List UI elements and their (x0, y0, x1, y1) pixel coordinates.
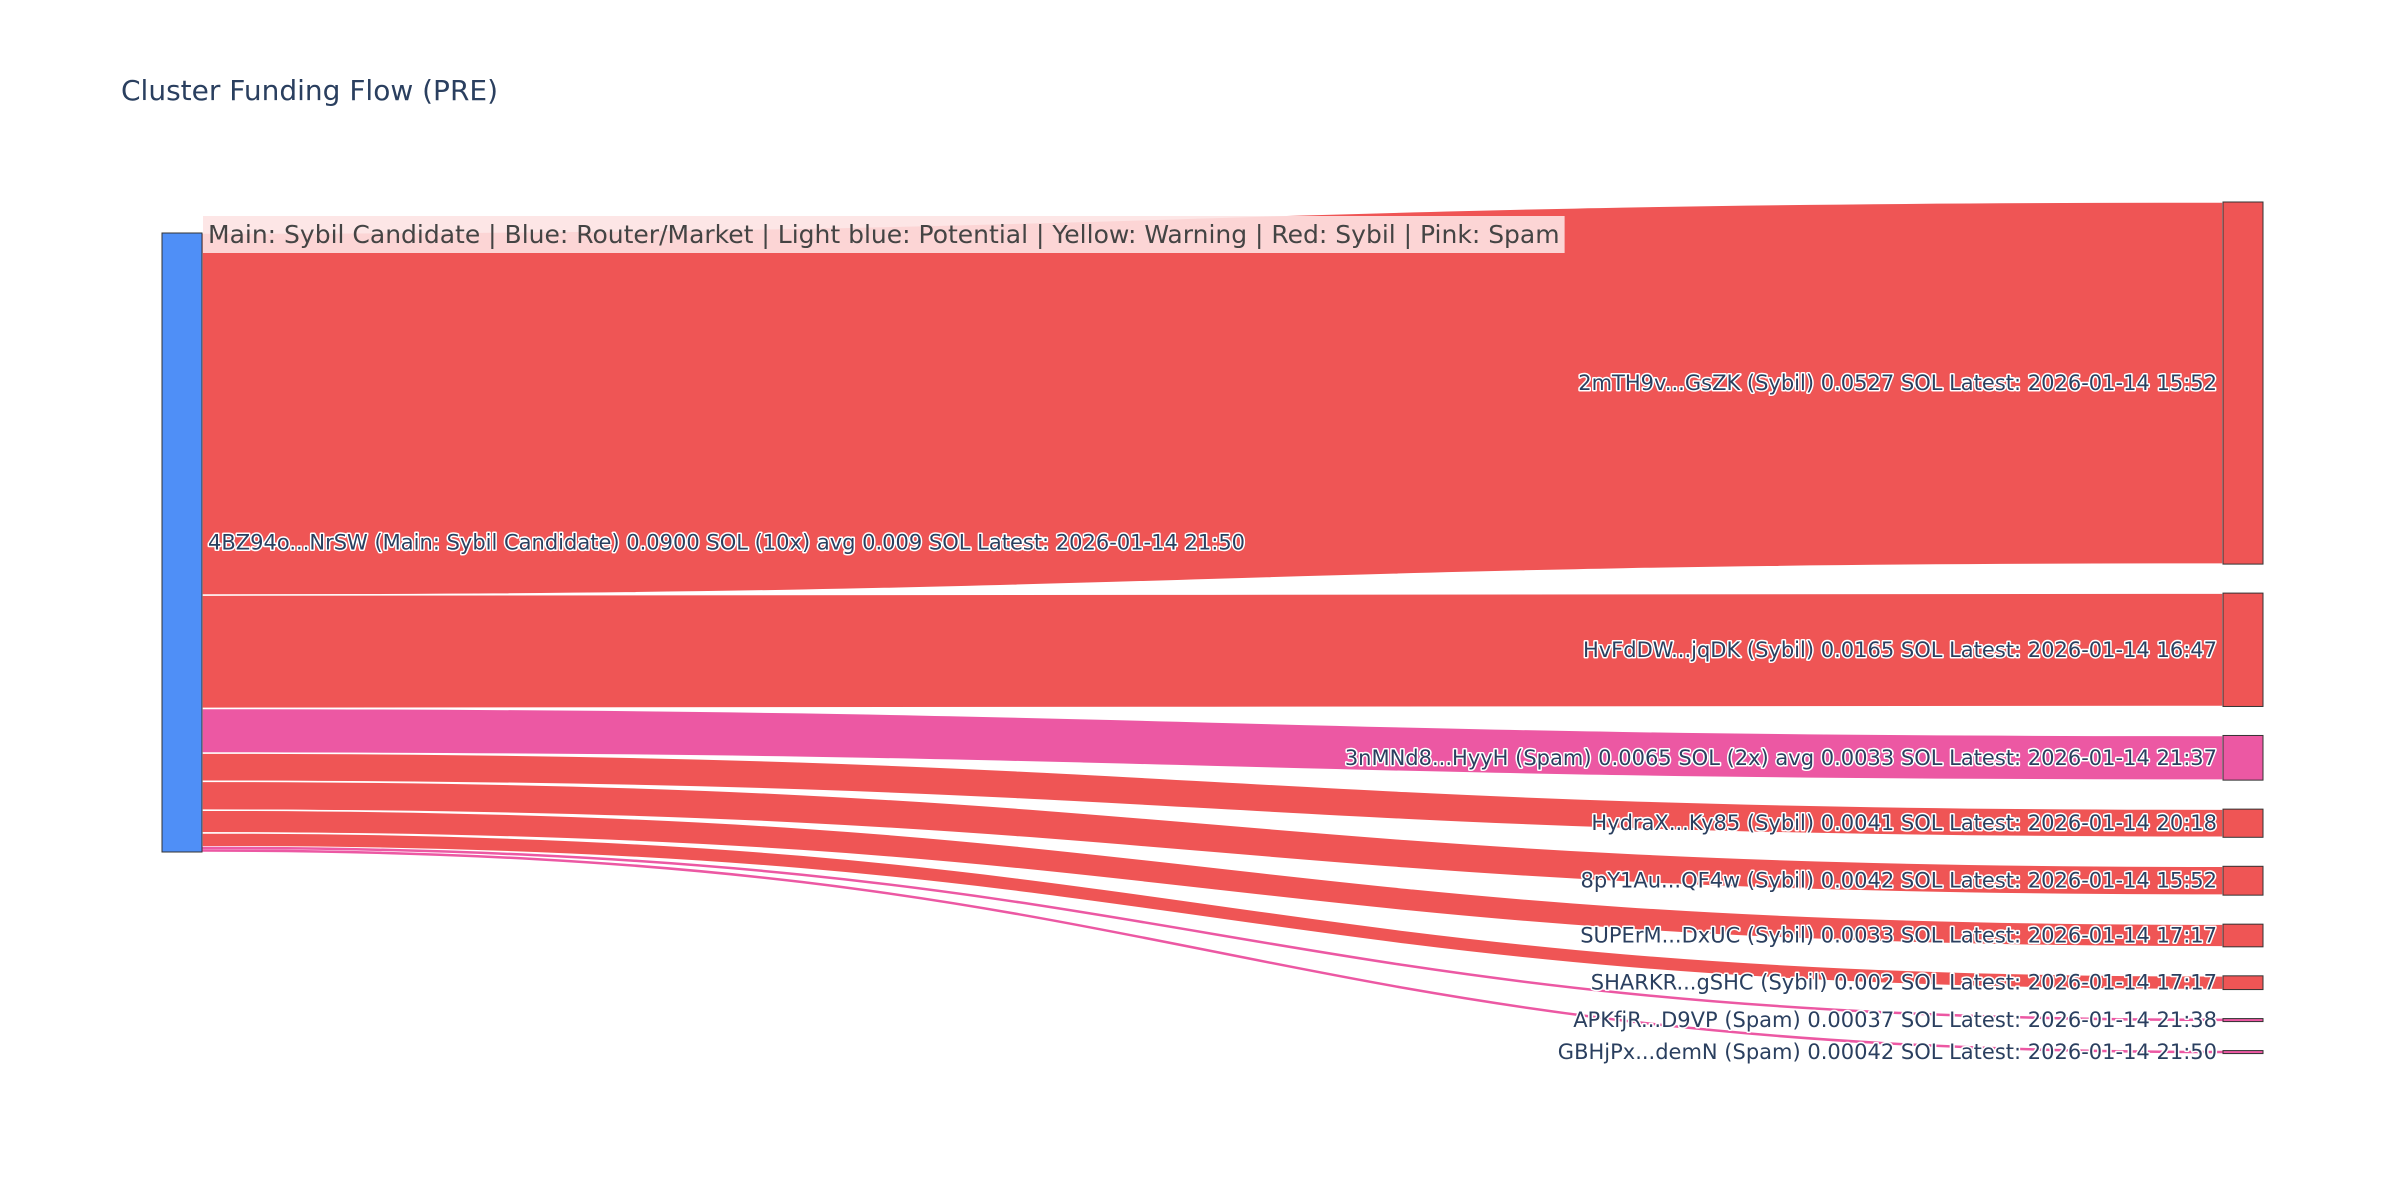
target-node-t4[interactable] (2223, 809, 2263, 837)
target-node-label-t1: 2mTH9v...GsZK (Sybil) 0.0527 SOL Latest:… (1578, 371, 2217, 395)
target-node-label-t3: 3nMNd8...HyyH (Spam) 0.0065 SOL (2x) avg… (1345, 746, 2217, 770)
target-node-t1[interactable] (2223, 202, 2263, 564)
target-node-t9[interactable] (2223, 1051, 2263, 1054)
target-node-t3[interactable] (2223, 735, 2263, 780)
target-node-t7[interactable] (2223, 976, 2263, 990)
legend: Main: Sybil Candidate | Blue: Router/Mar… (203, 216, 1565, 253)
source-node[interactable] (162, 233, 202, 852)
target-node-label-t2: HvFdDW...jqDK (Sybil) 0.0165 SOL Latest:… (1583, 638, 2217, 662)
target-node-label-t5: 8pY1Au...QF4w (Sybil) 0.0042 SOL Latest:… (1581, 869, 2218, 893)
target-node-label-t7: SHARKR...gSHC (Sybil) 0.002 SOL Latest: … (1591, 971, 2217, 995)
target-node-label-t8: APKfjR...D9VP (Spam) 0.00037 SOL Latest:… (1573, 1008, 2217, 1032)
target-node-t8[interactable] (2223, 1019, 2263, 1022)
target-node-t6[interactable] (2223, 924, 2263, 947)
target-node-label-t4: HydraX...Ky85 (Sybil) 0.0041 SOL Latest:… (1591, 811, 2217, 835)
target-node-label-t6: SUPErM...DxUC (Sybil) 0.0033 SOL Latest:… (1580, 923, 2217, 947)
legend-text: Main: Sybil Candidate | Blue: Router/Mar… (208, 220, 1560, 249)
flow-link-t7[interactable] (202, 833, 2223, 990)
chart-title: Cluster Funding Flow (PRE) (121, 74, 498, 107)
source-node-label: 4BZ94o...NrSW (Main: Sybil Candidate) 0.… (208, 531, 1245, 555)
target-node-label-t9: GBHjPx...demN (Spam) 0.00042 SOL Latest:… (1558, 1040, 2217, 1064)
target-node-t2[interactable] (2223, 593, 2263, 706)
target-node-t5[interactable] (2223, 866, 2263, 895)
